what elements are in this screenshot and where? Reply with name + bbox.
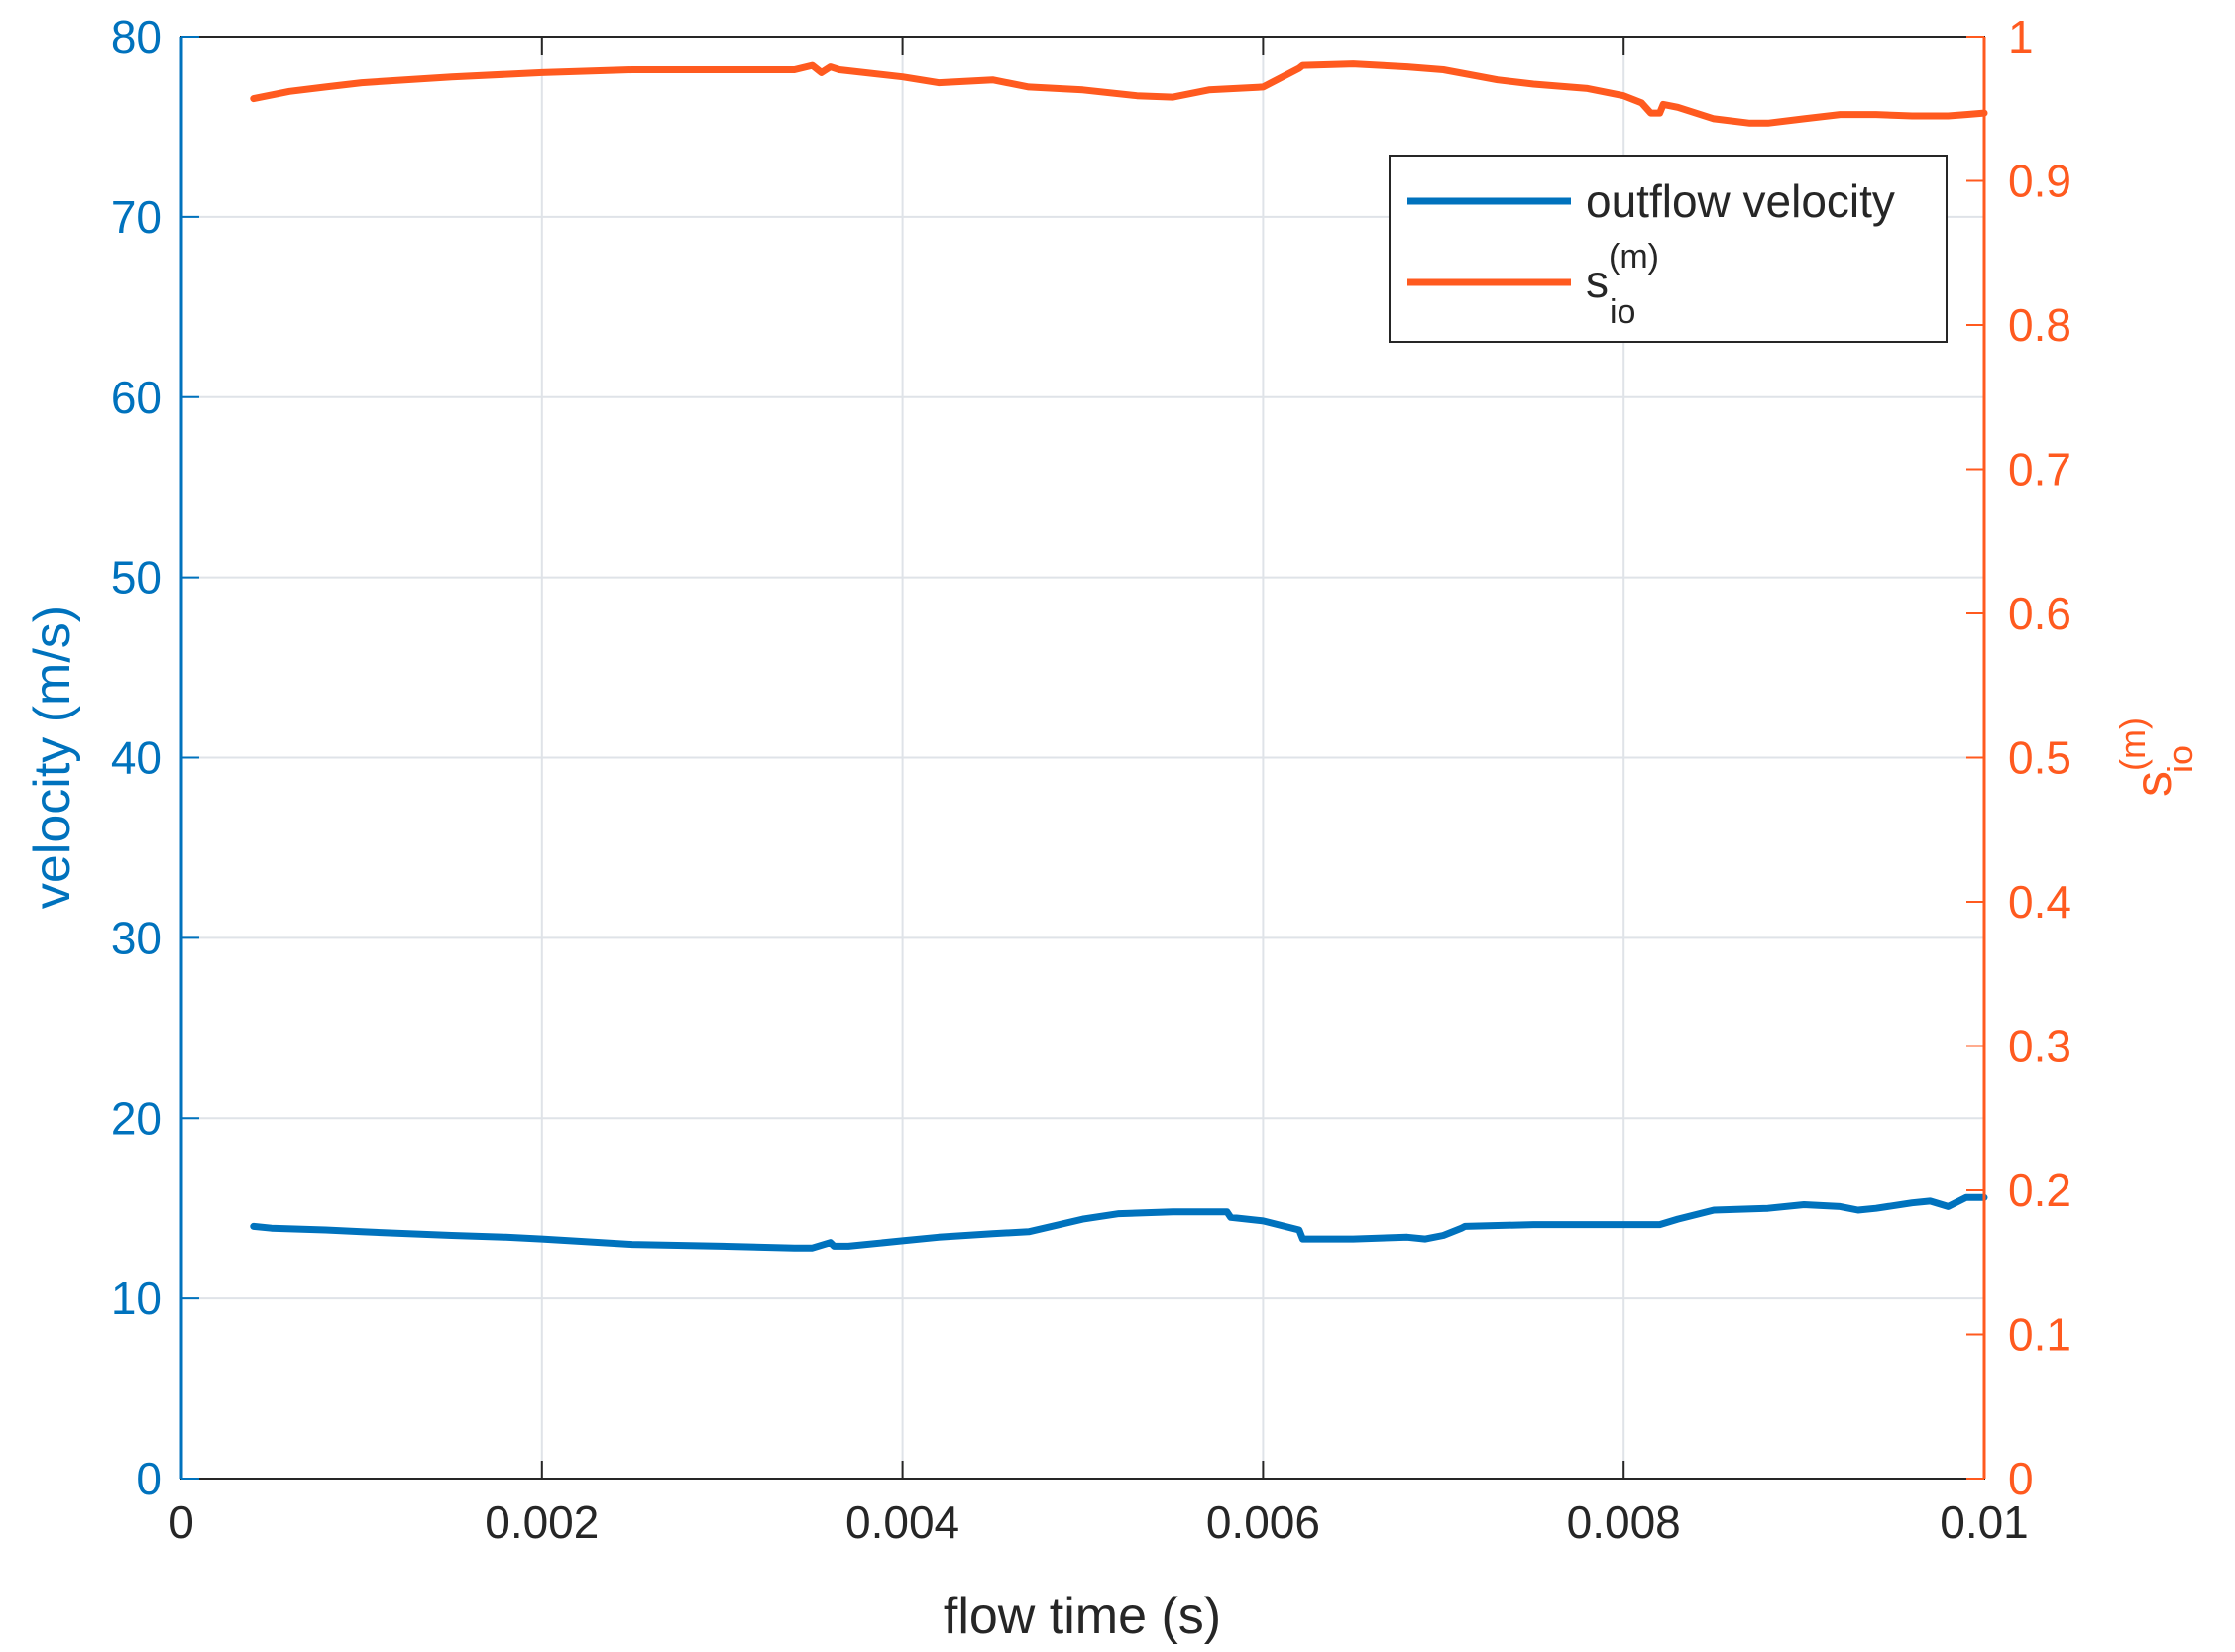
- y-right-label-sup: (m): [2112, 717, 2153, 771]
- y-left-tick-label: 20: [111, 1092, 162, 1144]
- y-left-tick-label: 40: [111, 732, 162, 784]
- legend: outflow velocity s(m) io: [1389, 155, 1948, 343]
- y-right-label-base: s: [2125, 771, 2182, 797]
- y-right-tick-label: 0.3: [2008, 1021, 2071, 1072]
- y-left-tick-label: 0: [136, 1453, 162, 1504]
- y-right-axis: 0 0.1 0.2 0.3 0.4 0.5 0.6 0.7 0.8 0.9 1: [1966, 11, 2071, 1504]
- y-left-tick-label: 80: [111, 11, 162, 62]
- y-right-tick-label: 0.8: [2008, 299, 2071, 351]
- y-right-label-sub: io: [2160, 745, 2200, 773]
- y-right-tick-label: 0.9: [2008, 156, 2071, 207]
- series-line-s-io-m: [250, 60, 1988, 127]
- legend-s-sub: io: [1610, 293, 1635, 331]
- x-tick-label: 0.002: [485, 1496, 599, 1548]
- y-right-tick-label: 0.4: [2008, 876, 2071, 928]
- x-tick-label: 0: [168, 1496, 194, 1548]
- x-tick-label: 0.01: [1940, 1496, 2029, 1548]
- y-right-tick-label: 1: [2008, 11, 2034, 62]
- x-tick-label: 0.008: [1567, 1496, 1681, 1548]
- legend-s-base: s: [1586, 256, 1609, 307]
- y-right-tick-label: 0: [2008, 1453, 2034, 1504]
- y-right-tick-label: 0.6: [2008, 588, 2071, 639]
- x-tick-label: 0.006: [1206, 1496, 1320, 1548]
- y-left-axis-label: velocity (m/s): [24, 606, 81, 909]
- y-left-tick-label: 30: [111, 912, 162, 963]
- y-left-tick-label: 70: [111, 191, 162, 243]
- y-left-tick-label: 50: [111, 552, 162, 604]
- y-right-axis-label: s(m) io: [2112, 717, 2200, 797]
- y-right-tick-label: 0.5: [2008, 732, 2071, 784]
- y-right-tick-label: 0.7: [2008, 444, 2071, 496]
- y-right-tick-label: 0.2: [2008, 1164, 2071, 1216]
- y-left-axis: 0 10 20 30 40 50 60 70 80: [111, 11, 199, 1504]
- y-right-tick-label: 0.1: [2008, 1309, 2071, 1361]
- legend-s-sup: (m): [1609, 238, 1659, 275]
- x-tick-label: 0.004: [845, 1496, 959, 1548]
- series-layer: [250, 60, 1988, 1252]
- legend-box: [1389, 155, 1948, 343]
- y-left-tick-label: 60: [111, 372, 162, 423]
- legend-label-outflow-velocity: outflow velocity: [1586, 175, 1895, 227]
- y-left-tick-label: 10: [111, 1272, 162, 1324]
- x-axis-label: flow time (s): [944, 1588, 1221, 1645]
- x-axis: 0 0.002 0.004 0.006 0.008 0.01: [168, 37, 2029, 1548]
- series-line-outflow-velocity: [250, 1193, 1988, 1252]
- legend-label-s-io-m: s(m) io: [1586, 238, 1659, 331]
